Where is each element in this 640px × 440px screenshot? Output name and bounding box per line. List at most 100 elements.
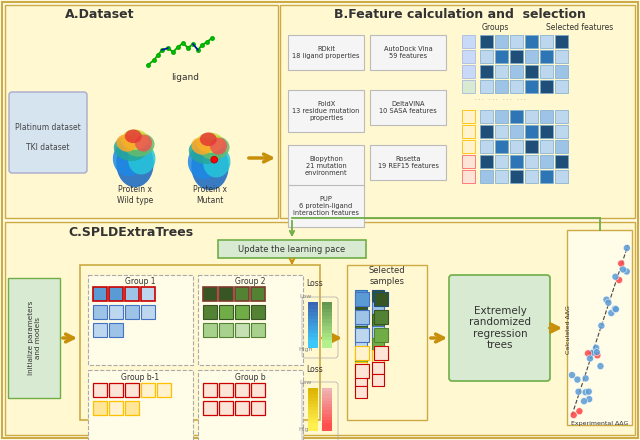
Bar — [540, 50, 553, 63]
Text: Rosetta
19 REF15 features: Rosetta 19 REF15 features — [378, 156, 438, 169]
Bar — [462, 35, 475, 48]
Bar — [251, 383, 265, 397]
Bar — [372, 314, 384, 326]
Circle shape — [588, 350, 595, 357]
Bar — [322, 398, 332, 406]
Bar — [480, 155, 493, 168]
Bar — [308, 417, 318, 425]
Text: PUP
6 protein-ligand
interaction features: PUP 6 protein-ligand interaction feature… — [293, 196, 359, 216]
Bar — [141, 305, 155, 319]
Bar — [109, 305, 123, 319]
Bar — [540, 35, 553, 48]
Bar — [322, 394, 332, 403]
Circle shape — [608, 310, 615, 316]
Bar — [219, 401, 233, 415]
Bar — [308, 401, 318, 409]
Bar — [540, 80, 553, 93]
Text: Group 1: Group 1 — [125, 278, 156, 286]
Bar — [322, 401, 332, 409]
Bar — [370, 35, 446, 70]
Bar — [141, 383, 155, 397]
Bar — [355, 290, 367, 302]
Bar — [203, 401, 217, 415]
Bar — [251, 401, 265, 415]
Text: AutoDock Vina
59 features: AutoDock Vina 59 features — [383, 46, 433, 59]
Circle shape — [211, 156, 218, 163]
Circle shape — [585, 388, 592, 395]
Bar — [510, 35, 523, 48]
Text: Selected features: Selected features — [547, 22, 614, 32]
Bar — [480, 110, 493, 123]
Bar — [203, 287, 217, 301]
Bar — [372, 302, 384, 314]
Circle shape — [623, 268, 630, 275]
Text: Platinum dataset: Platinum dataset — [15, 124, 81, 132]
Bar — [510, 125, 523, 138]
Ellipse shape — [196, 132, 223, 153]
Bar — [93, 323, 107, 337]
Bar — [567, 230, 632, 425]
Bar — [308, 398, 318, 406]
Bar — [322, 323, 332, 331]
Circle shape — [582, 389, 589, 396]
Text: TKI dataset: TKI dataset — [26, 143, 70, 153]
Bar — [480, 65, 493, 78]
Ellipse shape — [191, 143, 228, 190]
Bar — [355, 350, 367, 362]
Bar — [308, 330, 318, 338]
Bar — [322, 407, 332, 415]
Bar — [540, 110, 553, 123]
Text: Update the learning pace: Update the learning pace — [238, 245, 346, 253]
Bar — [125, 401, 139, 415]
Ellipse shape — [210, 138, 227, 154]
Bar — [495, 65, 508, 78]
Text: Experimental ΔΔG: Experimental ΔΔG — [572, 422, 628, 426]
Bar — [525, 125, 538, 138]
Text: Extremely
randomized
regression
trees: Extremely randomized regression trees — [469, 306, 531, 350]
Bar — [480, 80, 493, 93]
Bar — [308, 341, 318, 348]
Bar — [288, 90, 364, 132]
Bar — [462, 140, 475, 153]
Bar — [370, 90, 446, 125]
Bar — [540, 140, 553, 153]
Bar — [374, 328, 388, 342]
Bar — [308, 302, 318, 310]
Bar — [322, 326, 332, 334]
Bar — [555, 110, 568, 123]
Bar — [495, 170, 508, 183]
Bar — [525, 65, 538, 78]
Bar — [555, 50, 568, 63]
Bar — [540, 170, 553, 183]
Circle shape — [582, 375, 589, 382]
Bar — [109, 383, 123, 397]
Bar — [374, 292, 388, 306]
Bar — [374, 310, 388, 324]
Bar — [355, 346, 369, 360]
Ellipse shape — [113, 142, 143, 176]
Bar — [510, 110, 523, 123]
Circle shape — [588, 349, 595, 356]
Bar — [510, 65, 523, 78]
Bar — [540, 155, 553, 168]
Bar — [462, 170, 475, 183]
Text: Protein x
Mutant: Protein x Mutant — [193, 185, 227, 205]
Bar — [235, 383, 249, 397]
Circle shape — [623, 245, 630, 252]
Bar — [5, 5, 278, 218]
Ellipse shape — [125, 129, 142, 143]
Bar — [109, 323, 123, 337]
Bar — [555, 170, 568, 183]
Bar — [462, 80, 475, 93]
Bar — [157, 383, 171, 397]
Bar — [525, 140, 538, 153]
Ellipse shape — [191, 137, 212, 155]
Bar — [308, 309, 318, 317]
Circle shape — [612, 273, 619, 280]
Bar — [495, 125, 508, 138]
Bar — [218, 240, 366, 258]
Circle shape — [575, 388, 582, 395]
Bar — [510, 140, 523, 153]
Bar — [288, 35, 364, 70]
Bar — [555, 80, 568, 93]
